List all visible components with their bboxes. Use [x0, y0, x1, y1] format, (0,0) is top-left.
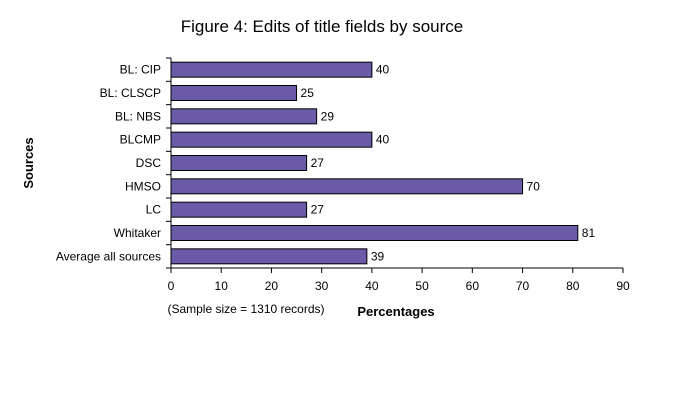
- data-label: 39: [371, 249, 385, 263]
- y-tick-label: LC: [146, 203, 162, 217]
- y-tick-label: Whitaker: [114, 226, 161, 240]
- x-tick-label: 30: [315, 279, 329, 293]
- x-tick-label: 50: [415, 279, 429, 293]
- y-tick-label: BLCMP: [120, 133, 161, 147]
- plot-area: 0 10 20 30 40 50 60 70 80 90 BL: CIP 40 BL: CLSCP 25 B…: [56, 57, 630, 293]
- y-tick-label: BL: CIP: [120, 63, 161, 77]
- bar: [170, 108, 318, 125]
- x-tick-label: 40: [365, 279, 379, 293]
- sample-size-note: (Sample size = 1310 records): [167, 302, 324, 316]
- y-tick-label: BL: NBS: [115, 109, 161, 123]
- x-tick-label: 80: [566, 279, 580, 293]
- x-tick-label: 20: [265, 279, 279, 293]
- data-label: 25: [301, 86, 315, 100]
- x-tick-label: 60: [466, 279, 480, 293]
- bar: [170, 61, 373, 78]
- bar: [170, 201, 308, 218]
- x-axis-title: Percentages: [357, 304, 434, 319]
- data-label: 70: [527, 179, 541, 193]
- x-tick-label: 10: [215, 279, 229, 293]
- y-tick-label: BL: CLSCP: [100, 86, 161, 100]
- bar: [170, 85, 298, 101]
- bar: [170, 225, 579, 241]
- data-label: 81: [582, 226, 596, 240]
- bar: [170, 248, 368, 265]
- data-label: 27: [311, 156, 325, 170]
- data-label: 27: [311, 203, 325, 217]
- bar: [170, 131, 373, 148]
- x-tick-label: 0: [168, 279, 175, 293]
- x-tick-label: 70: [516, 279, 530, 293]
- y-tick-label: Average all sources: [56, 249, 161, 263]
- y-axis-title: Sources: [21, 137, 36, 188]
- y-tick-label: DSC: [136, 156, 162, 170]
- chart-title: Figure 4: Edits of title fields by sourc…: [181, 17, 464, 36]
- data-label: 40: [376, 63, 390, 77]
- bar: [170, 178, 524, 195]
- x-tick-label: 90: [616, 279, 630, 293]
- data-label: 40: [376, 133, 390, 147]
- y-tick-label: HMSO: [125, 179, 161, 193]
- data-label: 29: [321, 109, 335, 123]
- bar: [170, 155, 308, 171]
